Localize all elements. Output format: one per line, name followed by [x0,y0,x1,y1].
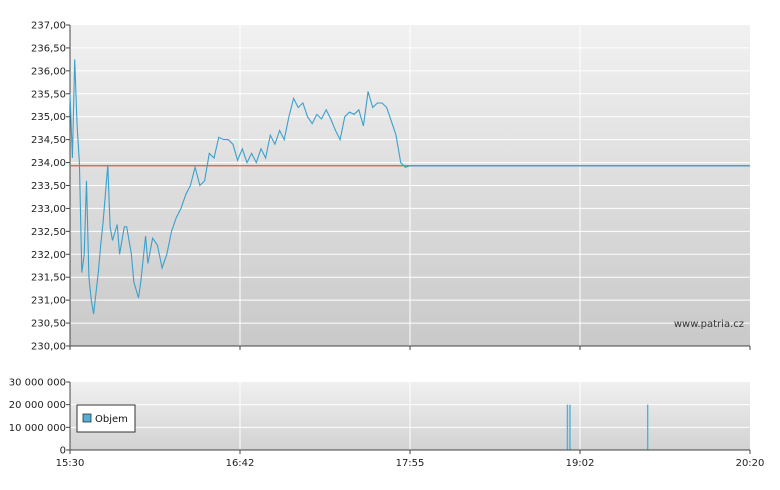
price-grid [70,25,750,346]
watermark-text: www.patria.cz [674,319,744,330]
price-series-line [69,59,750,314]
price-y-tick-label: 236,00 [31,66,66,77]
x-tick-label: 15:30 [56,458,85,469]
price-y-tick-label: 235,50 [31,89,66,100]
x-tick-label: 20:20 [736,458,765,469]
x-tick-label: 16:42 [226,458,255,469]
volume-y-tick-label: 0 [60,446,66,457]
x-tick-label: 17:55 [396,458,425,469]
price-y-axis: 237,00 236,50 236,00 235,50 235,00 234,50 234,… [31,21,71,353]
price-y-tick-label: 231,50 [31,273,66,284]
legend-swatch [82,413,92,423]
price-y-tick-label: 234,00 [31,158,66,169]
price-x-ticks [69,346,751,350]
price-y-tick-label: 232,50 [31,227,66,238]
price-y-tick-label: 237,00 [31,21,66,32]
legend-label: Objem [95,414,128,425]
volume-grid [70,382,750,450]
volume-bar [646,404,649,450]
x-axis-time-labels: 15:30 16:42 17:55 19:02 20:20 [56,450,765,469]
volume-bars [566,404,649,450]
price-y-tick-label: 234,50 [31,135,66,146]
price-y-tick-label: 230,00 [31,342,66,353]
price-y-tick-label: 236,50 [31,43,66,54]
price-y-tick-label: 233,00 [31,204,66,215]
price-y-tick-label: 235,00 [31,112,66,123]
price-y-tick-label: 232,00 [31,250,66,261]
volume-legend: Objem [76,404,136,433]
volume-y-tick-label: 20 000 000 [9,400,66,411]
volume-y-tick-label: 10 000 000 [9,423,66,434]
volume-bar [566,404,569,450]
volume-y-axis: 30 000 000 20 000 000 10 000 000 0 [9,378,71,457]
x-tick-label: 19:02 [566,458,595,469]
volume-bar [569,404,571,450]
price-y-tick-label: 230,50 [31,319,66,330]
price-y-tick-label: 233,50 [31,181,66,192]
volume-y-tick-label: 30 000 000 [9,378,66,389]
price-y-tick-label: 231,00 [31,296,66,307]
